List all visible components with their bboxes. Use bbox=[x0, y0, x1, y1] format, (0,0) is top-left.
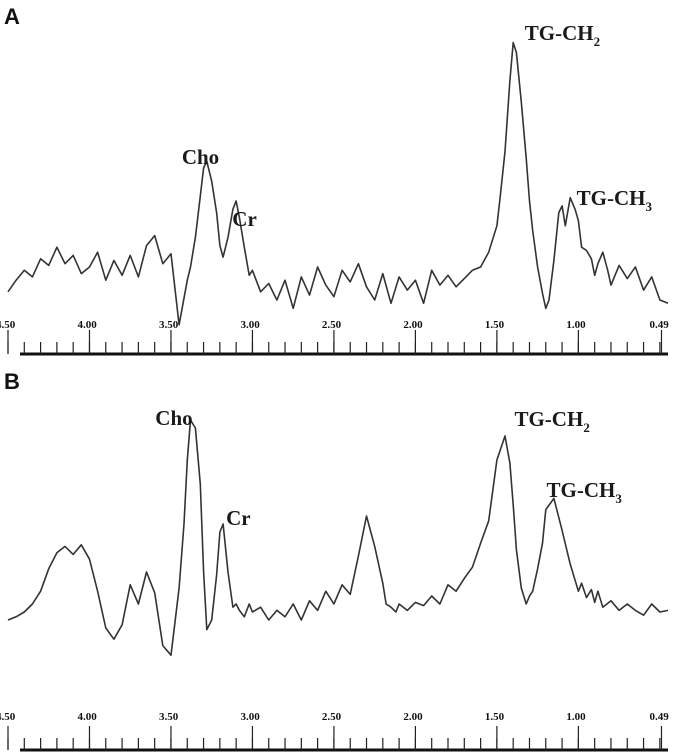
tick-label: 3.00 bbox=[240, 711, 260, 723]
spectrum-panel-b: 4.504.003.503.002.502.001.501.000.49PPMC… bbox=[0, 406, 669, 752]
peak-label: Cho bbox=[182, 145, 219, 169]
peak-label: TG-CH2 bbox=[514, 407, 589, 435]
tick-label: 4.50 bbox=[0, 319, 16, 331]
spectrum-line bbox=[7, 419, 669, 656]
tick-label: 2.00 bbox=[403, 319, 423, 331]
tick-label: 4.00 bbox=[77, 319, 97, 331]
tick-label: 3.50 bbox=[159, 319, 179, 331]
tick-label: 2.00 bbox=[403, 711, 423, 723]
peak-label: Cho bbox=[155, 406, 192, 430]
tick-label: 0.49 bbox=[649, 319, 669, 331]
peak-label: Cr bbox=[226, 506, 251, 530]
panel-letter-a: A bbox=[4, 4, 20, 29]
tick-label: 4.00 bbox=[77, 711, 97, 723]
peak-label: TG-CH3 bbox=[547, 478, 623, 506]
tick-label: 4.50 bbox=[0, 711, 16, 723]
tick-label: 2.50 bbox=[322, 711, 342, 723]
tick-label: 3.50 bbox=[159, 711, 179, 723]
tick-label: 1.50 bbox=[485, 319, 505, 331]
tick-label: 2.50 bbox=[322, 319, 342, 331]
tick-label: 1.00 bbox=[566, 319, 586, 331]
panel-letter-b: B bbox=[4, 369, 20, 394]
peak-label: TG-CH2 bbox=[525, 21, 600, 49]
tick-label: 1.50 bbox=[485, 711, 505, 723]
spectrum-line bbox=[7, 41, 669, 326]
tick-label: 3.00 bbox=[240, 319, 260, 331]
tick-label: 0.49 bbox=[649, 711, 669, 723]
spectrum-panel-a: 4.504.003.503.002.502.001.501.000.49PPMC… bbox=[0, 21, 669, 356]
peak-label: Cr bbox=[232, 207, 257, 231]
tick-label: 1.00 bbox=[566, 711, 586, 723]
peak-label: TG-CH3 bbox=[577, 186, 653, 214]
